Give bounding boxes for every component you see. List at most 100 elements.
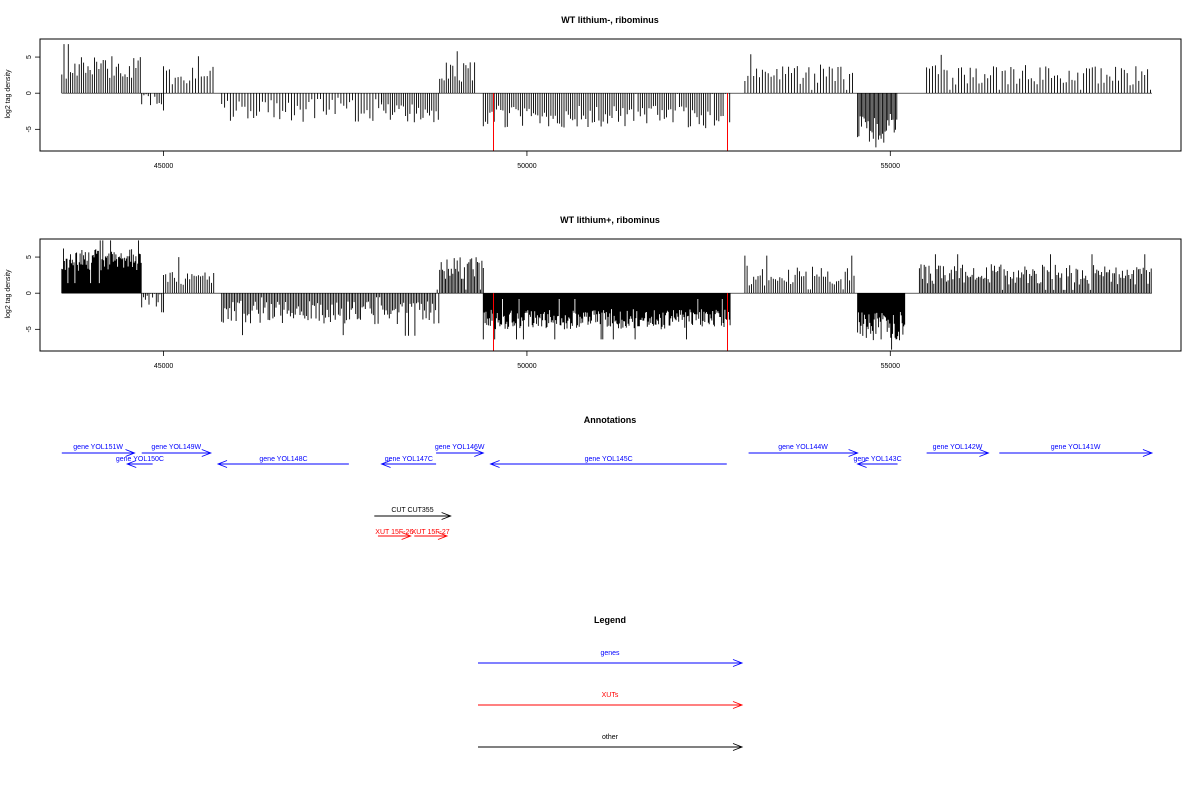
feature-label: CUT CUT355 xyxy=(391,507,433,514)
feature-arrow-arrowhead xyxy=(401,532,412,540)
annotation-feature: CUT CUT355 xyxy=(374,507,452,520)
annotation-feature: gene YOL145C xyxy=(489,456,727,468)
feature-arrow-arrowhead xyxy=(125,460,137,468)
feature-label: gene YOL146W xyxy=(435,444,485,451)
feature-label: gene YOL143C xyxy=(854,456,902,463)
legend-label: genes xyxy=(600,650,620,657)
density-bars-segment-8 xyxy=(857,93,898,148)
density-bars-segment-0 xyxy=(61,44,141,94)
legend-item-xut: XUTs xyxy=(478,692,744,709)
density-bars-segment-1 xyxy=(141,293,164,313)
panel-2-title: WT lithium+, ribominus xyxy=(560,215,660,225)
feature-arrow-arrowhead xyxy=(848,449,859,457)
legend-item-other: other xyxy=(478,734,744,751)
density-bars-segment-3 xyxy=(221,293,352,336)
legend-section: Legend genes XUTs other xyxy=(478,615,744,751)
feature-label: gene YOL142W xyxy=(933,444,983,451)
legend-arrow-arrowhead xyxy=(732,701,744,709)
panel-1-bars xyxy=(61,44,1152,151)
y-tick-label: -5 xyxy=(26,326,33,332)
density-bars-segment-5 xyxy=(439,51,476,94)
feature-label: gene YOL141W xyxy=(1051,444,1101,451)
feature-label: gene YOL148C xyxy=(259,456,307,463)
density-bars-segment-6 xyxy=(482,93,731,129)
density-bars-segment-9 xyxy=(926,54,1151,94)
annotation-feature: XUT 15F-26 xyxy=(375,529,413,540)
track-panel-1: WT lithium-, ribominus log2 tag density … xyxy=(5,15,1182,170)
feature-arrow-arrowhead xyxy=(1142,449,1154,457)
feature-label: XUT 15F-26 xyxy=(375,529,413,536)
legend-arrow-arrowhead xyxy=(732,743,744,751)
legend-item-gene: genes xyxy=(478,650,744,667)
annotation-feature: gene YOL144W xyxy=(748,444,859,457)
density-bars-segment-4 xyxy=(352,289,440,336)
annotation-feature: gene YOL151W xyxy=(61,444,136,457)
x-tick-label: 55000 xyxy=(881,163,901,170)
density-bars-segment-5 xyxy=(439,257,484,294)
annotation-feature: gene YOL143C xyxy=(854,456,902,468)
y-tick-label: 5 xyxy=(26,55,33,59)
panel-1-frame xyxy=(39,38,1182,152)
legend-arrow-arrowhead xyxy=(732,659,744,667)
density-bars-segment-7 xyxy=(744,54,853,94)
feature-label: XUT 15F-27 xyxy=(412,529,450,536)
feature-arrow-arrowhead xyxy=(856,460,867,468)
annotation-feature: gene YOL149W xyxy=(141,444,213,457)
annotation-features: gene YOL151W gene YOL150C gene YOL149W gene… xyxy=(61,444,1154,540)
density-bars-segment-2 xyxy=(163,56,214,94)
annotation-feature: gene YOL142W xyxy=(926,444,990,457)
annotation-feature: gene YOL141W xyxy=(999,444,1154,457)
panel-2-axes: 45000 50000 55000 -5 0 5 xyxy=(26,255,900,370)
density-bars-segment-3 xyxy=(221,93,383,122)
x-tick-label: 55000 xyxy=(881,363,901,370)
feature-label: gene YOL149W xyxy=(151,444,201,451)
y-tick-label: 0 xyxy=(26,291,33,295)
density-bars-segment-4 xyxy=(381,93,439,123)
panel-1-ylabel: log2 tag density xyxy=(5,69,12,119)
panel-2-frame xyxy=(39,238,1182,352)
legend-label: XUTs xyxy=(602,692,619,699)
annotation-feature: gene YOL150C xyxy=(116,456,164,468)
panel-1-axes: 45000 50000 55000 -5 0 5 xyxy=(26,55,900,170)
x-tick-label: 45000 xyxy=(154,363,174,370)
feature-arrow-arrowhead xyxy=(216,460,228,468)
feature-arrow-arrowhead xyxy=(489,460,500,468)
annotation-feature: gene YOL148C xyxy=(216,456,349,468)
feature-label: gene YOL145C xyxy=(585,456,633,463)
panel-1-title: WT lithium-, ribominus xyxy=(561,15,659,25)
feature-arrow-arrowhead xyxy=(437,532,449,540)
density-bars-segment-0 xyxy=(61,240,142,294)
feature-arrow-arrowhead xyxy=(979,449,990,457)
density-bars-segment-1 xyxy=(141,93,164,111)
x-tick-label: 50000 xyxy=(517,363,537,370)
annotation-feature: gene YOL146W xyxy=(435,444,485,457)
density-bars-segment-2 xyxy=(163,257,215,294)
feature-arrow-arrowhead xyxy=(201,449,213,457)
density-bars-segment-9 xyxy=(918,254,1152,294)
feature-label: gene YOL144W xyxy=(778,444,828,451)
legend-items: genes XUTs other xyxy=(478,650,744,751)
annotations-title: Annotations xyxy=(584,415,637,425)
panel-2-bars xyxy=(61,240,1152,351)
feature-arrow-arrowhead xyxy=(474,449,485,457)
y-tick-label: 0 xyxy=(26,91,33,95)
feature-arrow-arrowhead xyxy=(125,449,136,457)
feature-label: gene YOL150C xyxy=(116,456,164,463)
track-panel-2: WT lithium+, ribominus log2 tag density … xyxy=(5,215,1182,370)
feature-label: gene YOL151W xyxy=(73,444,123,451)
y-tick-label: 5 xyxy=(26,255,33,259)
annotation-feature: gene YOL147C xyxy=(380,456,437,468)
density-bars-segment-6 xyxy=(482,293,731,340)
y-tick-label: -5 xyxy=(26,126,33,132)
density-bars-segment-7 xyxy=(744,255,855,294)
legend-title: Legend xyxy=(594,615,626,625)
panel-2-ylabel: log2 tag density xyxy=(5,269,12,319)
feature-arrow-arrowhead xyxy=(380,460,391,468)
x-tick-label: 50000 xyxy=(517,163,537,170)
annotation-feature: XUT 15F-27 xyxy=(412,529,450,540)
feature-label: gene YOL147C xyxy=(385,456,433,463)
density-bars-segment-8 xyxy=(857,293,906,350)
x-tick-label: 45000 xyxy=(154,163,174,170)
